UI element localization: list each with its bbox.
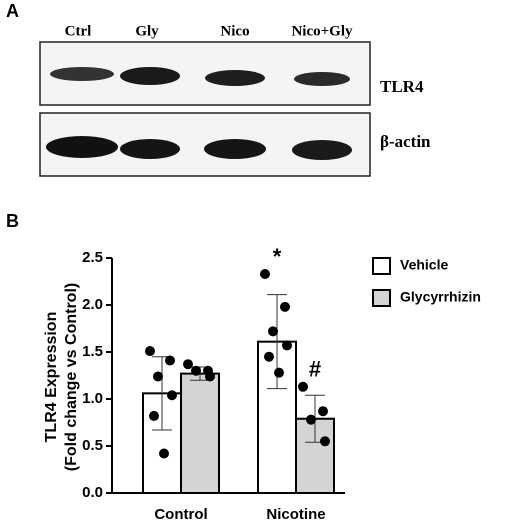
significance-marker: # bbox=[309, 357, 321, 382]
y-tick-label: 1.0 bbox=[82, 390, 103, 407]
y-tick-label: 1.5 bbox=[82, 343, 103, 360]
panel-label: A bbox=[6, 1, 19, 21]
lane-label: Ctrl bbox=[65, 23, 92, 39]
x-tick-label: Nicotine bbox=[266, 506, 325, 523]
data-point bbox=[282, 340, 292, 351]
y-tick-label: 2.5 bbox=[82, 249, 103, 266]
data-point bbox=[145, 346, 155, 357]
significance-marker: * bbox=[273, 244, 282, 269]
data-point bbox=[318, 406, 328, 417]
lane-label: Nico+Gly bbox=[291, 23, 353, 39]
data-point bbox=[274, 367, 284, 378]
data-point bbox=[159, 448, 169, 459]
legend-label: Glycyrrhizin bbox=[400, 289, 481, 305]
data-point bbox=[149, 410, 159, 421]
data-point bbox=[298, 381, 308, 392]
legend-swatch bbox=[372, 289, 391, 307]
blot-tlr4 bbox=[39, 41, 371, 106]
data-point bbox=[268, 326, 278, 337]
lane-label: Gly bbox=[135, 23, 159, 39]
data-point bbox=[191, 365, 201, 376]
y-tick-label: 0.0 bbox=[82, 484, 103, 501]
blot-actin bbox=[39, 112, 371, 177]
data-point bbox=[320, 436, 330, 447]
bar bbox=[180, 372, 220, 494]
data-point bbox=[205, 371, 215, 382]
y-tick-label: 2.0 bbox=[82, 296, 103, 313]
lane-label: Nico bbox=[220, 23, 249, 39]
y-axis-label: (Fold change vs Control) bbox=[63, 283, 80, 471]
x-tick-label: Control bbox=[154, 506, 207, 523]
data-point bbox=[183, 359, 193, 370]
panel-label: B bbox=[6, 211, 19, 231]
data-point bbox=[167, 390, 177, 401]
data-point bbox=[153, 371, 163, 382]
blot-label: TLR4 bbox=[380, 77, 424, 96]
data-point bbox=[280, 301, 290, 312]
data-point bbox=[264, 351, 274, 362]
data-point bbox=[165, 355, 175, 366]
legend-swatch bbox=[372, 257, 391, 275]
blot-label: β-actin bbox=[380, 132, 431, 151]
data-point bbox=[260, 268, 270, 279]
legend-label: Vehicle bbox=[400, 257, 448, 273]
data-point bbox=[306, 414, 316, 425]
y-tick-label: 0.5 bbox=[82, 437, 103, 454]
y-axis-label: TLR4 Expression bbox=[43, 312, 60, 443]
